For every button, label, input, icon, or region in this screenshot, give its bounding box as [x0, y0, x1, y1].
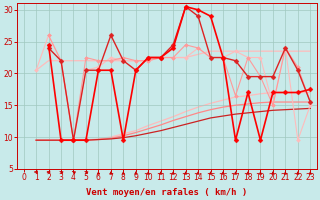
X-axis label: Vent moyen/en rafales ( km/h ): Vent moyen/en rafales ( km/h ): [86, 188, 248, 197]
